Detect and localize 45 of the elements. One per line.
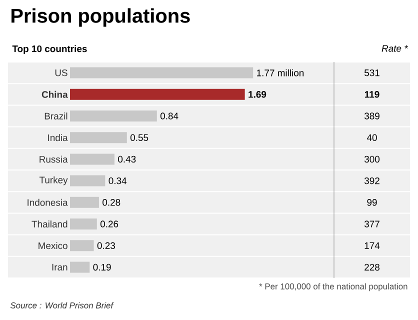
- data-label: 119: [364, 91, 380, 98]
- data-label: 1.69: [248, 91, 266, 98]
- bar: [70, 218, 97, 230]
- data-label: 0.19: [93, 264, 111, 271]
- data-label: 0.26: [100, 220, 118, 228]
- bar: [70, 240, 94, 252]
- data-label: 377: [364, 220, 380, 228]
- data-label: 0.28: [102, 199, 120, 206]
- text: Rate *: [382, 45, 408, 52]
- bar: [70, 132, 127, 144]
- bar: [70, 110, 157, 122]
- y-tick-label: Mexico: [38, 242, 68, 250]
- y-tick-label: China: [42, 90, 68, 98]
- data-label: 392: [364, 177, 380, 184]
- bar: [70, 67, 254, 78]
- bar: [70, 88, 245, 100]
- data-label: 174: [364, 242, 380, 249]
- data-label: 389: [364, 112, 380, 120]
- chart-subtitle: Top 10 countries: [12, 45, 87, 54]
- bar: [70, 196, 99, 208]
- y-tick-label: Brazil: [44, 112, 68, 120]
- y-tick-label: Thailand: [32, 220, 68, 228]
- data-label: 300: [364, 156, 380, 163]
- data-label: 40: [366, 134, 377, 141]
- bar: [70, 175, 106, 186]
- data-label: 0.55: [130, 134, 148, 141]
- y-tick-label: Indonesia: [28, 198, 68, 206]
- chart-title: Prison populations: [12, 8, 190, 27]
- y-tick-label: US: [55, 69, 68, 76]
- text: * Per 100,000 of the national population: [259, 283, 408, 292]
- y-tick-label: Iran: [52, 264, 68, 271]
- data-label: 0.34: [108, 177, 127, 184]
- y-tick-label: Russia: [40, 156, 68, 163]
- data-label: 0.84: [160, 112, 178, 120]
- data-label: 228: [364, 264, 380, 271]
- data-label: 1.77 million: [257, 69, 304, 76]
- y-tick-label: India: [48, 134, 68, 142]
- data-label: 531: [364, 69, 380, 76]
- y-tick-label: Turkey: [39, 176, 68, 186]
- source-note: Source : World Prison Brief: [10, 302, 114, 308]
- bar: [70, 262, 90, 273]
- data-label: 0.23: [97, 242, 115, 249]
- bar: [70, 154, 114, 165]
- data-label: 99: [367, 199, 377, 206]
- data-label: 0.43: [118, 156, 136, 163]
